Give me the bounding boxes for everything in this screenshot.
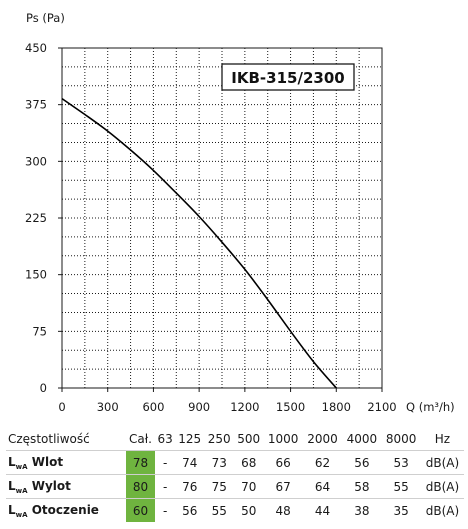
x-tick-label: 600 — [142, 400, 164, 414]
header-band: 4000 — [346, 431, 378, 446]
table-header-row: Częstotliwość Cał. 63 125 250 500 1000 2… — [6, 427, 464, 451]
row-total: 80 — [125, 474, 156, 499]
x-tick-label: 1800 — [322, 400, 351, 414]
row-label: LwA Wlot — [6, 450, 126, 475]
table-cell: 38 — [342, 498, 382, 522]
row-unit: dB(A) — [420, 450, 464, 475]
y-tick-label: 0 — [40, 381, 47, 395]
row-label: LwA Otoczenie — [6, 498, 126, 522]
header-band: 500 — [237, 431, 261, 446]
fan-curve-chart: Ps (Pa) 0 75 150 225 300 375 450 0 300 600 900 120… — [25, 11, 455, 414]
table-cell: 75 — [204, 474, 234, 499]
header-total: Cał. — [129, 431, 152, 446]
y-tick-label: 375 — [25, 98, 47, 112]
plot-frame — [61, 47, 383, 389]
table-cell: 55 — [204, 498, 234, 522]
table-cell: 73 — [204, 450, 234, 475]
table-cell: 70 — [233, 474, 264, 499]
table-cell: 58 — [342, 474, 382, 499]
table-cell: 48 — [263, 498, 303, 522]
x-tick-labels: 0 300 600 900 1200 1500 1800 2100 — [58, 388, 397, 414]
x-tick-label: 300 — [97, 400, 119, 414]
header-band: 63 — [157, 431, 173, 446]
lwa-symbol: LwA — [8, 454, 28, 471]
table-cell: 74 — [174, 450, 205, 475]
table-cell: 62 — [302, 450, 343, 475]
x-tick-label: 1500 — [276, 400, 305, 414]
table-cell: 76 — [174, 474, 205, 499]
model-title-box — [221, 63, 355, 91]
table-cell: 44 — [302, 498, 343, 522]
table-cell: 64 — [302, 474, 343, 499]
header-band: 1000 — [267, 431, 299, 446]
table-cell: 66 — [263, 450, 303, 475]
y-tick-label: 75 — [32, 324, 47, 338]
header-unit: Hz — [434, 431, 451, 446]
row-unit: dB(A) — [420, 498, 464, 522]
y-tick-label: 150 — [25, 268, 47, 282]
y-tick-labels: 0 75 150 225 300 375 450 — [25, 41, 62, 395]
x-tick-label: 0 — [58, 400, 65, 414]
row-total: 60 — [125, 498, 156, 522]
table-cell: 53 — [381, 450, 421, 475]
table-cell: - — [155, 474, 175, 499]
lwa-symbol: LwA — [8, 502, 28, 519]
header-band: 250 — [207, 431, 231, 446]
table-cell: 67 — [263, 474, 303, 499]
row-label: LwA Wylot — [6, 474, 126, 499]
header-band: 2000 — [307, 431, 338, 446]
table-cell: 56 — [174, 498, 205, 522]
lwa-symbol: LwA — [8, 478, 28, 495]
pressure-curve — [61, 97, 337, 389]
table-cell: - — [155, 498, 175, 522]
table-row: LwA Wlot 78 - 74 73 68 66 62 56 53 dB(A) — [6, 450, 464, 475]
y-tick-label: 300 — [25, 154, 47, 168]
row-total: 78 — [125, 450, 156, 475]
row-unit: dB(A) — [420, 474, 464, 499]
header-frequency-label: Częstotliwość — [8, 431, 90, 446]
header-band: 8000 — [385, 431, 417, 446]
table-cell: 56 — [342, 450, 382, 475]
table-cell: 55 — [381, 474, 421, 499]
table-cell: 50 — [233, 498, 264, 522]
x-tick-label: 900 — [188, 400, 210, 414]
grid-lines — [62, 48, 382, 388]
x-axis-label: Q (m³/h) — [406, 400, 455, 414]
table-cell: 68 — [233, 450, 264, 475]
header-band: 125 — [178, 431, 202, 446]
table-row: LwA Otoczenie 60 - 56 55 50 48 44 38 35 … — [6, 498, 464, 522]
table-row: LwA Wylot 80 - 76 75 70 67 64 58 55 dB(A… — [6, 474, 464, 499]
x-tick-label: 2100 — [367, 400, 396, 414]
noise-spec-table: Częstotliwość Cał. 63 125 250 500 1000 2… — [6, 427, 464, 522]
y-tick-label: 450 — [25, 41, 47, 55]
y-tick-label: 225 — [25, 211, 47, 225]
x-tick-label: 1200 — [230, 400, 259, 414]
chart-title: IKB-315/2300 — [231, 69, 344, 87]
y-axis-label: Ps (Pa) — [26, 11, 65, 25]
table-cell: 35 — [381, 498, 421, 522]
table-cell: - — [155, 450, 175, 475]
